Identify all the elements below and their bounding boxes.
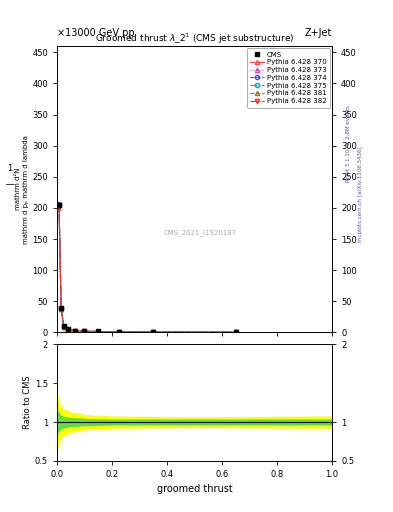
Pythia 6.428 370	[66, 327, 70, 333]
Pythia 6.428 375	[66, 327, 70, 333]
Legend: CMS, Pythia 6.428 370, Pythia 6.428 373, Pythia 6.428 374, Pythia 6.428 375, Pyt: CMS, Pythia 6.428 370, Pythia 6.428 373,…	[247, 48, 330, 108]
Pythia 6.428 374	[116, 329, 121, 335]
Pythia 6.428 374	[57, 201, 61, 207]
Line: Pythia 6.428 373: Pythia 6.428 373	[55, 202, 238, 334]
Pythia 6.428 370	[82, 328, 87, 334]
Pythia 6.428 382	[61, 324, 66, 330]
Text: 1: 1	[7, 164, 13, 174]
Title: Groomed thrust $\lambda\_2^1$ (CMS jet substructure): Groomed thrust $\lambda\_2^1$ (CMS jet s…	[95, 32, 294, 46]
Pythia 6.428 381	[61, 324, 66, 330]
Text: CMS_2021_I1920187: CMS_2021_I1920187	[163, 229, 237, 236]
Pythia 6.428 370	[96, 329, 101, 335]
Pythia 6.428 370	[59, 306, 64, 312]
Pythia 6.428 375	[57, 202, 61, 208]
Pythia 6.428 373	[116, 329, 121, 335]
Pythia 6.428 375	[59, 305, 64, 311]
Pythia 6.428 370	[61, 324, 66, 330]
Pythia 6.428 374	[96, 328, 101, 334]
Text: Rivet 3.1.10, ≥ 2.8M events: Rivet 3.1.10, ≥ 2.8M events	[346, 105, 351, 182]
Pythia 6.428 373	[59, 305, 64, 311]
Pythia 6.428 374	[151, 329, 156, 335]
Pythia 6.428 374	[55, 202, 60, 208]
Pythia 6.428 382	[57, 202, 61, 208]
Pythia 6.428 375	[151, 329, 156, 335]
Pythia 6.428 373	[151, 329, 156, 335]
Pythia 6.428 373	[73, 328, 77, 334]
CMS	[57, 202, 61, 208]
Pythia 6.428 382	[66, 327, 70, 333]
Line: Pythia 6.428 381: Pythia 6.428 381	[55, 203, 238, 334]
Pythia 6.428 382	[55, 204, 60, 210]
Pythia 6.428 373	[82, 328, 87, 334]
Pythia 6.428 373	[55, 203, 60, 209]
Pythia 6.428 382	[233, 329, 238, 335]
Pythia 6.428 375	[116, 329, 121, 335]
Pythia 6.428 374	[61, 324, 66, 330]
Pythia 6.428 381	[116, 329, 121, 335]
Pythia 6.428 381	[73, 328, 77, 334]
Line: Pythia 6.428 374: Pythia 6.428 374	[55, 202, 238, 334]
CMS	[55, 202, 60, 208]
CMS	[59, 305, 64, 311]
Text: ―: ―	[6, 180, 14, 189]
Pythia 6.428 375	[233, 329, 238, 335]
Pythia 6.428 370	[55, 205, 60, 211]
Pythia 6.428 381	[57, 202, 61, 208]
Pythia 6.428 382	[151, 329, 156, 335]
Pythia 6.428 373	[57, 201, 61, 207]
Pythia 6.428 382	[73, 328, 77, 334]
Line: Pythia 6.428 370: Pythia 6.428 370	[55, 203, 238, 334]
CMS	[61, 323, 66, 329]
Pythia 6.428 381	[96, 329, 101, 335]
CMS	[82, 328, 87, 334]
Pythia 6.428 370	[73, 328, 77, 334]
Text: Z+Jet: Z+Jet	[305, 28, 332, 38]
CMS	[66, 326, 70, 332]
Pythia 6.428 381	[66, 327, 70, 333]
CMS	[73, 328, 77, 334]
Pythia 6.428 375	[82, 328, 87, 334]
Pythia 6.428 381	[82, 328, 87, 334]
Pythia 6.428 373	[233, 329, 238, 335]
Pythia 6.428 370	[116, 329, 121, 335]
CMS	[96, 328, 101, 334]
Pythia 6.428 370	[57, 202, 61, 208]
Pythia 6.428 375	[61, 324, 66, 330]
Pythia 6.428 382	[96, 329, 101, 335]
Pythia 6.428 373	[66, 327, 70, 333]
Line: Pythia 6.428 375: Pythia 6.428 375	[55, 203, 238, 334]
Pythia 6.428 373	[96, 328, 101, 334]
Pythia 6.428 375	[96, 329, 101, 335]
Pythia 6.428 374	[233, 329, 238, 335]
Pythia 6.428 381	[59, 306, 64, 312]
Pythia 6.428 375	[73, 328, 77, 334]
Pythia 6.428 382	[59, 306, 64, 312]
CMS	[116, 329, 121, 335]
Line: Pythia 6.428 382: Pythia 6.428 382	[55, 203, 238, 334]
Pythia 6.428 374	[59, 305, 64, 311]
Pythia 6.428 375	[55, 203, 60, 209]
Pythia 6.428 374	[73, 328, 77, 334]
Pythia 6.428 374	[66, 327, 70, 333]
Pythia 6.428 374	[82, 328, 87, 334]
Text: mcplots.cern.ch [arXiv:1306.3436]: mcplots.cern.ch [arXiv:1306.3436]	[358, 147, 363, 242]
Pythia 6.428 373	[61, 324, 66, 330]
Pythia 6.428 370	[151, 329, 156, 335]
CMS	[151, 329, 156, 335]
Pythia 6.428 370	[233, 329, 238, 335]
X-axis label: groomed thrust: groomed thrust	[157, 484, 232, 495]
Pythia 6.428 382	[116, 329, 121, 335]
Line: CMS: CMS	[55, 202, 238, 335]
Pythia 6.428 381	[233, 329, 238, 335]
CMS	[233, 329, 238, 335]
Pythia 6.428 382	[82, 328, 87, 334]
Pythia 6.428 381	[151, 329, 156, 335]
Text: ×13000 GeV pp: ×13000 GeV pp	[57, 28, 135, 38]
Y-axis label: Ratio to CMS: Ratio to CMS	[23, 376, 32, 430]
Y-axis label: mathrm d²N
mathrm d pₚ mathrm d lambda: mathrm d²N mathrm d pₚ mathrm d lambda	[15, 135, 29, 244]
Pythia 6.428 381	[55, 204, 60, 210]
